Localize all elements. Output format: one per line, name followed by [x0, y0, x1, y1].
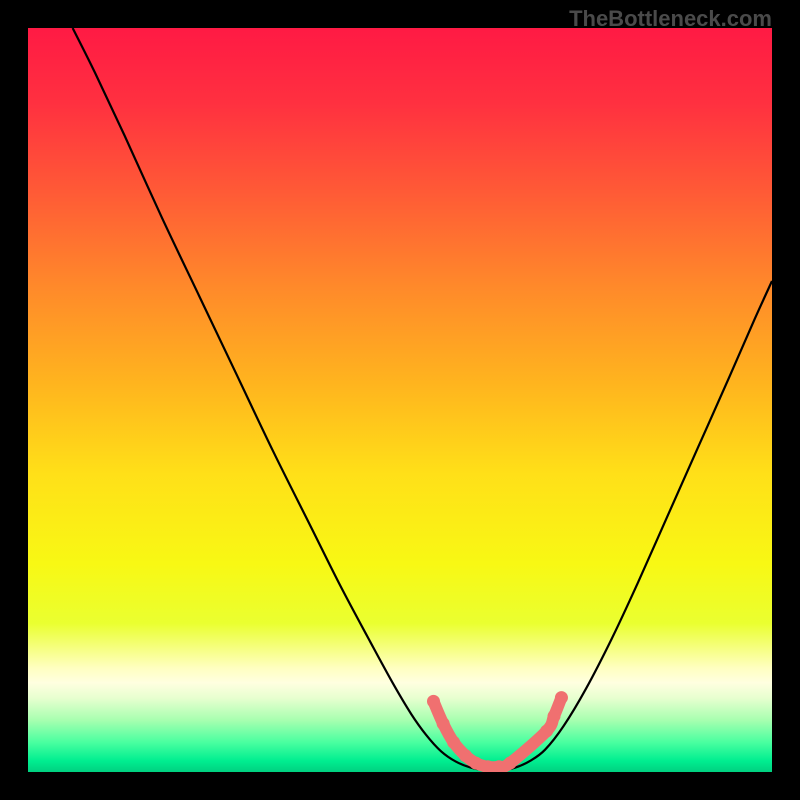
- watermark-text: TheBottleneck.com: [569, 6, 772, 32]
- trough-marker-dot: [437, 717, 450, 730]
- curve-layer: [28, 28, 772, 772]
- trough-marker-dot: [469, 757, 482, 770]
- trough-marker-dot: [459, 749, 472, 762]
- trough-marker-dot: [447, 736, 460, 749]
- plot-area: [28, 28, 772, 772]
- trough-marker-dot: [540, 725, 553, 738]
- chart-stage: TheBottleneck.com: [0, 0, 800, 800]
- trough-marker-dot: [555, 691, 568, 704]
- trough-marker-dot: [504, 757, 517, 770]
- trough-marker-dot: [427, 695, 440, 708]
- bottleneck-curve: [73, 28, 772, 770]
- trough-marker-dot: [548, 710, 561, 723]
